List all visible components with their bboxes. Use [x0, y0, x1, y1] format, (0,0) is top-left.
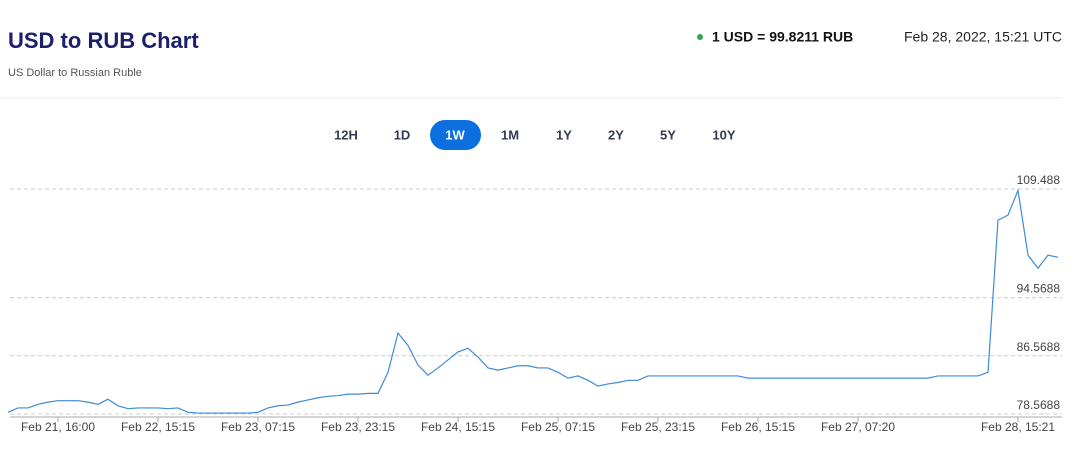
range-button[interactable]: 10Y: [712, 127, 735, 142]
x-tick-label: Feb 23, 07:15: [221, 420, 295, 434]
range-label: 12H: [334, 127, 358, 142]
x-tick-label: Feb 27, 07:20: [821, 420, 895, 434]
title: USD to RUB Chart: [8, 28, 199, 53]
subtitle: US Dollar to Russian Ruble: [8, 67, 142, 79]
range-label: 1M: [501, 127, 519, 142]
live-dot: [697, 34, 703, 40]
active-pill: [430, 120, 481, 150]
y-tick-label: 86.5688: [1017, 340, 1061, 354]
range-button[interactable]: 1M: [501, 127, 519, 142]
plot: 78.5688 86.5688 94.5688 109.488 Feb 21, 16:0…: [7, 173, 1062, 434]
range-label: 1Y: [556, 127, 572, 142]
range-button[interactable]: 1Y: [556, 127, 572, 142]
x-tick-label: Feb 21, 16:00: [21, 420, 95, 434]
rate: 1 USD = 99.8211 RUB: [712, 29, 853, 45]
range-button[interactable]: 5Y: [660, 127, 676, 142]
range-label: 10Y: [712, 127, 735, 142]
x-tick-label: Feb 23, 23:15: [321, 420, 395, 434]
x-tick-label: Feb 26, 15:15: [721, 420, 795, 434]
range-button[interactable]: 1W: [430, 120, 481, 150]
range-button[interactable]: 12H: [334, 127, 358, 142]
range-button[interactable]: 1D: [394, 127, 411, 142]
range-label: 2Y: [608, 127, 624, 142]
x-tick-label: Feb 25, 07:15: [521, 420, 595, 434]
x-tick-label: Feb 24, 15:15: [421, 420, 495, 434]
range-label: 1W: [445, 127, 465, 142]
y-tick-label: 109.488: [1017, 173, 1061, 187]
timestamp: Feb 28, 2022, 15:21 UTC: [904, 29, 1062, 45]
rate-line: [7, 188, 1059, 414]
range-button[interactable]: 2Y: [608, 127, 624, 142]
y-tick-label: 78.5688: [1017, 398, 1061, 412]
range-label: 1D: [394, 127, 411, 142]
x-tick-label: Feb 25, 23:15: [621, 420, 695, 434]
x-tick-label: Feb 28, 15:21: [981, 420, 1055, 434]
y-tick-label: 94.5688: [1017, 282, 1061, 296]
range-label: 5Y: [660, 127, 676, 142]
x-tick-label: Feb 22, 15:15: [121, 420, 195, 434]
range-buttons: 12H 1D 1W 1M 1Y 2Y 5Y 10Y: [334, 120, 736, 150]
